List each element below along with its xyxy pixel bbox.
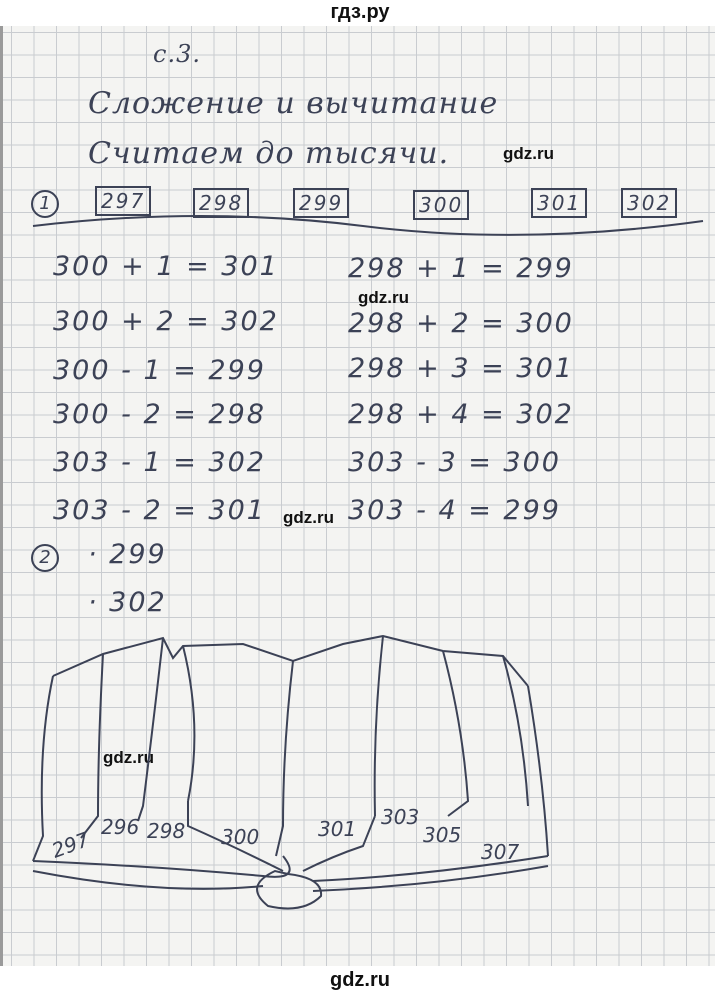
equation: 298 + 1 = 299	[348, 253, 574, 284]
book-page-number: 300	[221, 825, 259, 849]
answer: · 302	[88, 587, 167, 618]
task-number-1: 1	[31, 190, 59, 218]
book-page-number: 298	[147, 819, 185, 843]
book-page-number: 297	[49, 827, 93, 863]
number-box: 300	[413, 190, 470, 220]
equation: 300 + 2 = 302	[53, 306, 279, 337]
book-page-number: 301	[318, 817, 356, 841]
number-box: 301	[531, 188, 588, 218]
equation: 300 + 1 = 301	[53, 251, 279, 282]
number-box: 298	[193, 188, 250, 218]
number-box: 299	[293, 188, 350, 218]
book-page-number: 305	[423, 823, 461, 847]
notebook-page: с.3. Сложение и вычитание Считаем до тыс…	[0, 26, 715, 966]
equation: 303 - 2 = 301	[53, 495, 266, 526]
watermark: gdz.ru	[358, 288, 409, 307]
answer: · 299	[88, 539, 167, 570]
book-page-number: 303	[381, 805, 419, 829]
task-number-2: 2	[31, 544, 59, 572]
book-drawing: 297 296 298 300 301 303 305 307	[32, 215, 704, 910]
title-line-2: Считаем до тысячи.	[88, 136, 450, 171]
equation: 298 + 2 = 300	[348, 308, 574, 339]
equation: 303 - 3 = 300	[348, 447, 561, 478]
book-page-number: 307	[481, 840, 519, 864]
equation: 300 - 2 = 298	[53, 399, 266, 430]
site-footer: gdz.ru	[330, 969, 390, 991]
page-label: с.3.	[153, 40, 201, 68]
number-box: 297	[95, 186, 152, 216]
book-page-number: 296	[101, 815, 139, 839]
site-header: гдз.ру	[330, 1, 390, 23]
number-box: 302	[621, 188, 678, 218]
equation: 303 - 1 = 302	[53, 447, 266, 478]
title-line-1: Сложение и вычитание	[88, 86, 499, 121]
equation: 300 - 1 = 299	[53, 355, 266, 386]
watermark: gdz.ru	[503, 144, 554, 163]
equation: 303 - 4 = 299	[348, 495, 561, 526]
watermark: gdz.ru	[283, 508, 334, 527]
watermark: gdz.ru	[103, 748, 154, 767]
equation: 298 + 4 = 302	[348, 399, 574, 430]
equation: 298 + 3 = 301	[348, 353, 574, 384]
